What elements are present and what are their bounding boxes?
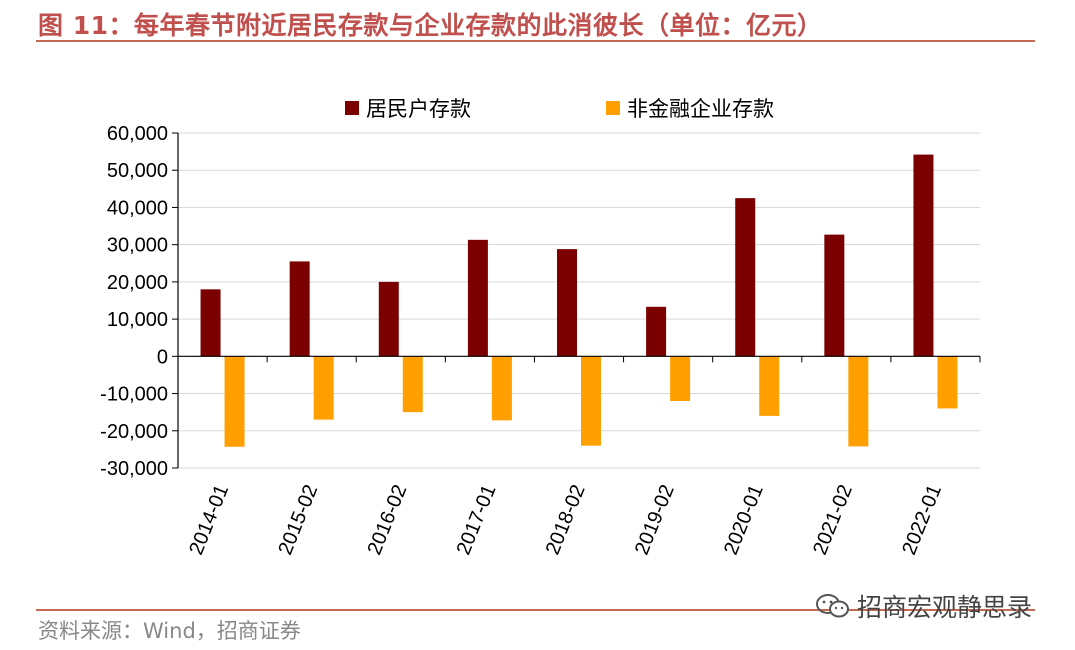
y-tick-label: 0 <box>157 346 168 368</box>
bar-corporate <box>848 356 869 447</box>
title-rule <box>36 40 1035 42</box>
x-tick-label: 2019-02 <box>631 482 679 558</box>
y-tick-label: 50,000 <box>107 160 168 182</box>
axes: 60,000 50,000 40,000 30,000 20,000 10,000 0 -10… <box>100 123 981 558</box>
y-tick-label: -10,000 <box>100 384 168 406</box>
source-note: 资料来源：Wind，招商证券 <box>38 619 301 643</box>
y-tick-label: 10,000 <box>107 309 168 331</box>
bar-household <box>289 261 310 357</box>
bar-household <box>735 198 756 357</box>
x-tick-label: 2021-02 <box>809 482 857 558</box>
bar-household <box>378 281 399 357</box>
y-tick-label: 30,000 <box>107 235 168 257</box>
bar-corporate <box>224 356 245 447</box>
bar-household <box>557 249 577 357</box>
y-tick-label: 60,000 <box>107 123 168 145</box>
footer-rule <box>36 609 1035 611</box>
legend-label-household: 居民户存款 <box>366 97 471 121</box>
bar-corporate <box>581 356 601 446</box>
legend-label-corporate: 非金融企业存款 <box>627 97 774 121</box>
grid-lines <box>178 132 980 469</box>
bar-corporate <box>759 356 780 416</box>
y-tick-label: 40,000 <box>107 197 168 219</box>
x-tick-label: 2022-01 <box>898 482 946 558</box>
bar-corporate <box>670 356 691 401</box>
x-tick-label: 2020-01 <box>720 482 768 558</box>
x-tick-label: 2016-02 <box>364 482 412 558</box>
legend-swatch-corporate <box>606 101 620 115</box>
bar-household <box>646 306 667 357</box>
y-tick-label: -30,000 <box>100 458 168 480</box>
x-tick-label: 2018-02 <box>542 482 590 558</box>
bar-corporate <box>402 356 423 413</box>
y-tick-label: 20,000 <box>107 272 168 294</box>
legend: 居民户存款 非金融企业存款 <box>345 97 774 121</box>
bar-corporate <box>313 356 334 420</box>
x-tick-label: 2015-02 <box>274 482 322 558</box>
bar-corporate <box>491 356 512 421</box>
wechat-icon <box>816 594 849 618</box>
bar-household <box>467 239 488 357</box>
figure-title: 图 11：每年春节附近居民存款与企业存款的此消彼长（单位：亿元） <box>38 11 823 40</box>
watermark-text: 招商宏观静思录 <box>857 593 1033 622</box>
x-tick-label: 2014-01 <box>185 482 233 558</box>
bar-household <box>824 234 845 357</box>
x-tick-label: 2017-01 <box>453 482 501 558</box>
watermark: 招商宏观静思录 <box>815 588 1032 624</box>
bar-corporate <box>937 356 958 409</box>
y-tick-label: -20,000 <box>100 421 168 443</box>
bar-household <box>913 154 934 357</box>
bar-household <box>200 289 221 357</box>
legend-swatch-household <box>345 101 359 115</box>
bars <box>200 154 958 447</box>
